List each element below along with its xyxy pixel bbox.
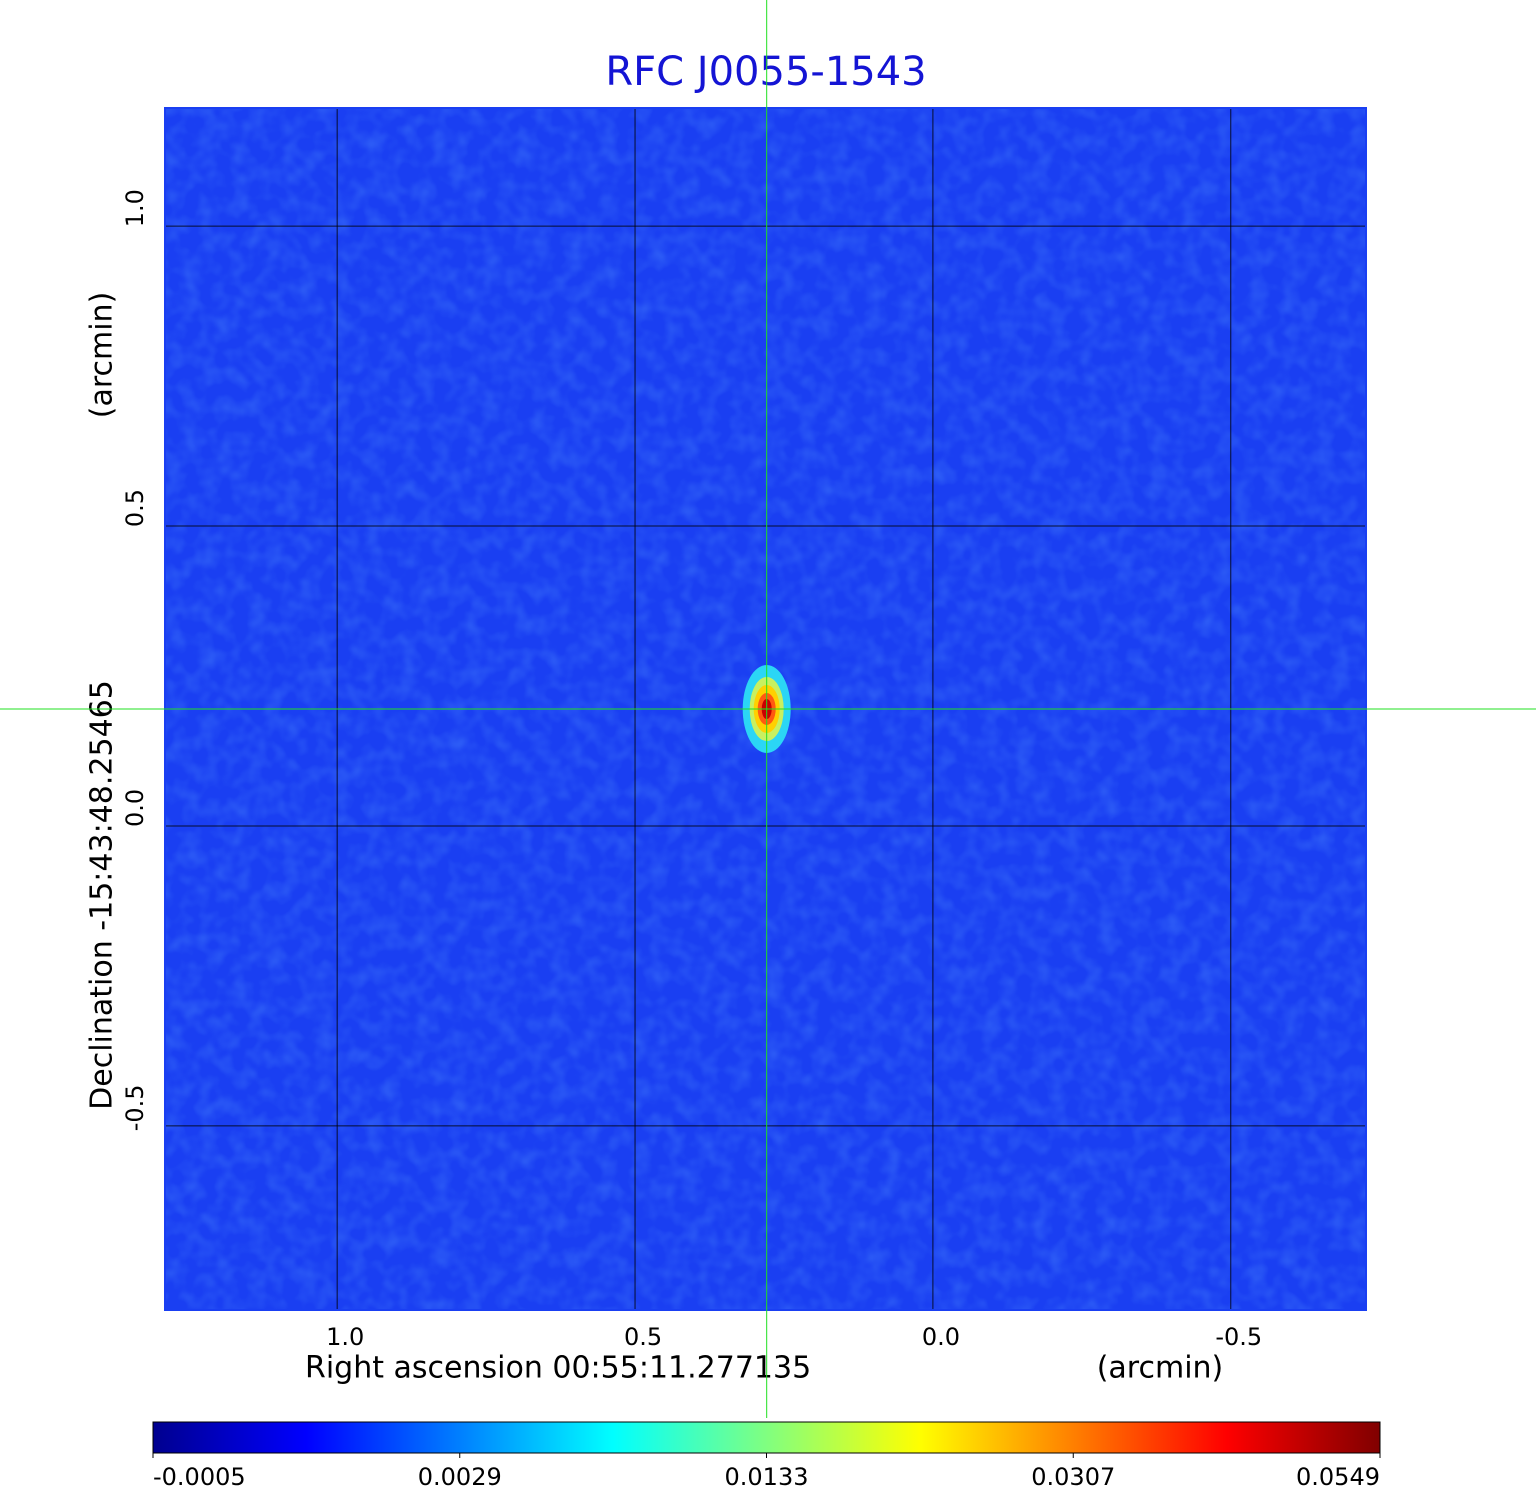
colorbar-tick-label: -0.0005 [153,1463,246,1491]
colorbar-tick-label: 0.0029 [418,1463,502,1491]
chart-title: RFC J0055-1543 [605,49,926,95]
y-axis-label: Declination -15:43:48.25465 [85,680,120,1110]
y-axis-unit: (arcmin) [85,292,120,419]
x-axis-label: Right ascension 00:55:11.277135 [305,1351,811,1386]
colorbar-tick-label: 0.0133 [725,1463,809,1491]
y-tick-label: 1.0 [121,189,149,227]
y-tick-label: 0.5 [121,489,149,527]
x-tick-label: 0.0 [922,1323,960,1351]
colorbar [152,1421,1381,1454]
colorbar-tick-label: 0.0307 [1031,1463,1115,1491]
y-tick-label: -0.5 [121,1084,149,1131]
y-tick-label: 0.0 [121,789,149,827]
colorbar-tick-label: 0.0549 [1296,1463,1380,1491]
x-tick-label: 1.0 [326,1323,364,1351]
x-axis-unit: (arcmin) [1097,1351,1224,1386]
x-tick-label: 0.5 [624,1323,662,1351]
x-tick-label: -0.5 [1215,1323,1262,1351]
